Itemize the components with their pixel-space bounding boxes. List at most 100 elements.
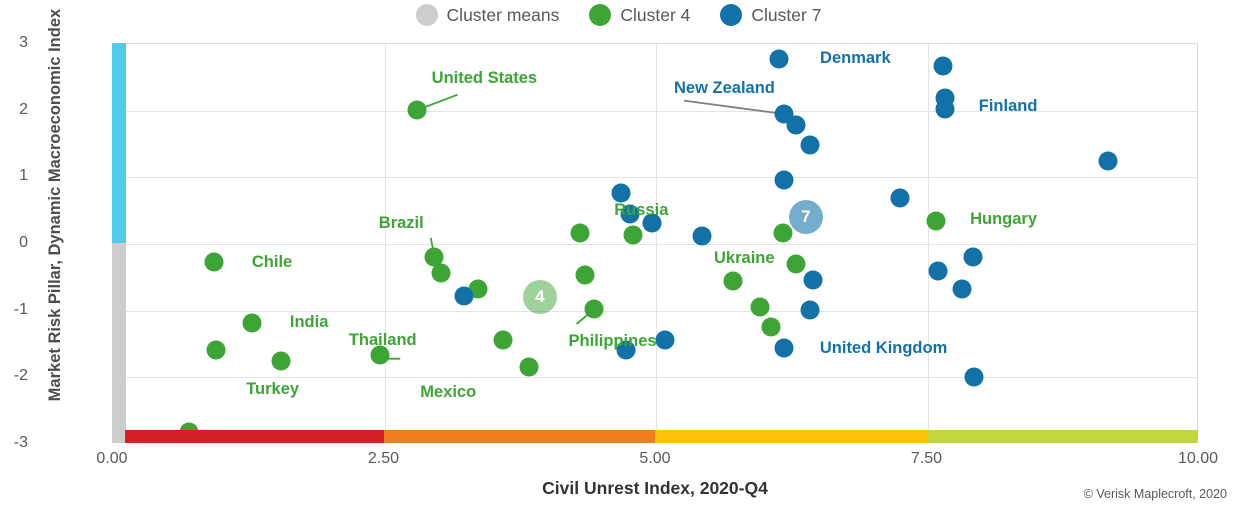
data-point[interactable] xyxy=(575,265,595,285)
data-point[interactable] xyxy=(933,56,953,76)
y-tick-label: 3 xyxy=(19,34,28,51)
y-tick-label: 1 xyxy=(19,167,28,185)
gridline-vertical xyxy=(927,44,929,442)
data-point[interactable] xyxy=(800,300,820,320)
x-axis-band xyxy=(655,430,927,443)
annotation-label-russia: Russia xyxy=(614,201,669,220)
data-point[interactable] xyxy=(963,247,983,267)
x-tick-label: 2.50 xyxy=(367,450,400,467)
data-point[interactable] xyxy=(935,99,955,119)
data-point[interactable] xyxy=(271,351,291,371)
circle-marker-icon xyxy=(720,4,743,26)
x-tick-label: 0.00 xyxy=(96,450,128,467)
annotation-label-hungary: Hungary xyxy=(970,210,1038,228)
y-axis-band xyxy=(112,243,126,443)
annotation-label-new-zealand: New Zealand xyxy=(674,78,775,97)
data-point[interactable] xyxy=(786,115,806,135)
data-point-thailand[interactable] xyxy=(493,330,513,350)
annotation-label-ukraine: Ukraine xyxy=(714,249,775,268)
gridline-horizontal xyxy=(113,377,1197,379)
data-point[interactable] xyxy=(786,254,806,274)
x-tick-label: 10.00 xyxy=(1177,450,1219,467)
cluster-mean-marker-7[interactable]: 7 xyxy=(788,200,823,235)
copyright-credit: © Verisk Maplecroft, 2020 xyxy=(1083,487,1227,501)
annotation-label-finland: Finland xyxy=(978,96,1038,115)
legend-item-cluster-7[interactable]: Cluster 7 xyxy=(720,4,821,26)
legend-item-cluster-means[interactable]: Cluster means xyxy=(415,4,560,26)
annotation-label-brazil: Brazil xyxy=(378,214,424,232)
legend-label: Cluster 4 xyxy=(620,4,691,25)
y-axis-title: Market Risk Pillar, Dynamic Macroeconomi… xyxy=(45,8,64,402)
x-tick-label: 5.00 xyxy=(639,450,671,467)
data-point-denmark[interactable] xyxy=(769,49,789,69)
data-point[interactable] xyxy=(655,330,675,350)
annotation-label-thailand: Thailand xyxy=(348,330,417,349)
data-point-chile[interactable] xyxy=(204,252,224,272)
cluster-mean-marker-4[interactable]: 4 xyxy=(522,279,557,314)
data-point[interactable] xyxy=(774,170,794,190)
data-point[interactable] xyxy=(206,340,226,360)
gridline-horizontal xyxy=(113,177,1197,179)
data-point[interactable] xyxy=(964,367,984,387)
gridline-horizontal xyxy=(113,110,1197,112)
data-point-mexico[interactable] xyxy=(370,345,390,365)
data-point[interactable] xyxy=(803,270,823,290)
data-point-brazil[interactable] xyxy=(424,247,444,267)
gridline-horizontal xyxy=(113,244,1197,245)
annotation-label-mexico: Mexico xyxy=(420,382,477,401)
data-point[interactable] xyxy=(431,263,451,283)
y-tick-label: 2 xyxy=(19,100,28,118)
data-point-india[interactable] xyxy=(242,313,262,333)
data-point[interactable] xyxy=(952,279,972,299)
annotation-label-chile: Chile xyxy=(251,252,293,271)
plot-area: 4 7 United States Chile India Turkey Mexico Bra… xyxy=(112,43,1198,443)
data-point[interactable] xyxy=(800,135,820,155)
data-point[interactable] xyxy=(761,317,781,337)
x-axis-band xyxy=(926,430,1198,443)
gridline-vertical xyxy=(384,44,386,442)
data-point-united-states[interactable] xyxy=(407,100,427,120)
x-axis-title: Civil Unrest Index, 2020-Q4 xyxy=(542,478,768,498)
data-point-ukraine[interactable] xyxy=(723,271,743,291)
data-point-hungary[interactable] xyxy=(926,211,946,231)
legend-label: Cluster 7 xyxy=(751,4,822,25)
data-point[interactable] xyxy=(642,213,662,233)
data-point[interactable] xyxy=(890,188,910,208)
x-axis-band xyxy=(383,430,655,443)
data-point[interactable] xyxy=(454,286,474,306)
data-point[interactable] xyxy=(928,261,948,281)
data-point[interactable] xyxy=(750,297,770,317)
y-tick-label: -3 xyxy=(13,434,28,451)
x-axis-band xyxy=(125,430,384,443)
data-point[interactable] xyxy=(773,223,793,243)
data-point[interactable] xyxy=(692,226,712,246)
gridline-vertical xyxy=(656,44,657,442)
y-tick-label: 0 xyxy=(19,234,28,251)
data-point[interactable] xyxy=(468,279,488,299)
annotation-label-united-kingdom: United Kingdom xyxy=(819,338,948,357)
x-tick-label: 7.50 xyxy=(910,450,943,467)
data-point[interactable] xyxy=(1098,151,1118,171)
legend-label: Cluster means xyxy=(446,4,560,25)
chart-legend: Cluster means Cluster 4 Cluster 7 xyxy=(0,4,1237,26)
annotation-label-united-states: United States xyxy=(431,68,538,87)
data-point[interactable] xyxy=(616,340,636,360)
data-point-united-kingdom[interactable] xyxy=(774,338,794,358)
data-point-russia[interactable] xyxy=(623,225,643,245)
data-point[interactable] xyxy=(611,183,631,203)
circle-marker-icon xyxy=(415,4,438,26)
y-tick-label: -2 xyxy=(13,367,28,385)
annotation-label-india: India xyxy=(289,313,329,332)
data-point-philippines[interactable] xyxy=(584,299,604,319)
annotation-label-turkey: Turkey xyxy=(246,380,300,398)
data-point[interactable] xyxy=(519,357,539,377)
circle-marker-icon xyxy=(589,4,612,26)
legend-item-cluster-4[interactable]: Cluster 4 xyxy=(589,4,690,26)
data-point[interactable] xyxy=(620,204,640,224)
annotation-label-denmark: Denmark xyxy=(820,48,891,67)
y-axis-band xyxy=(112,43,126,243)
annotation-label-philippines: Philippines xyxy=(568,332,657,350)
gridline-horizontal xyxy=(113,310,1197,312)
data-point[interactable] xyxy=(570,223,590,243)
